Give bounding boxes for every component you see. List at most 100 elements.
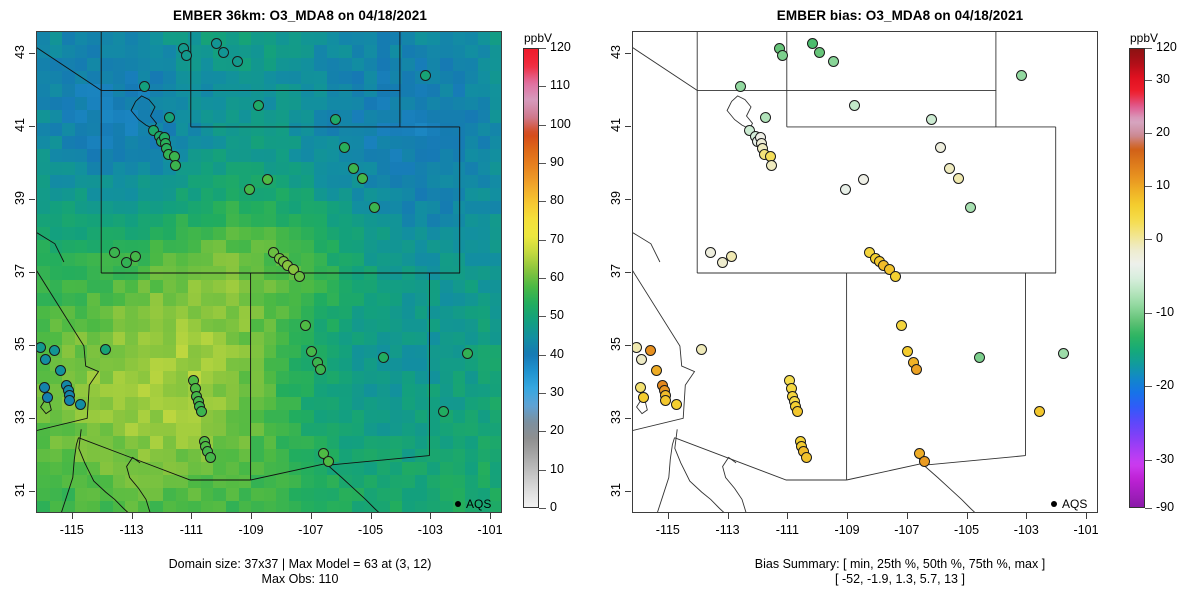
y-tick-label: 41 [13, 117, 27, 132]
x-tick-label: -107 [298, 523, 324, 537]
x-tick [191, 513, 193, 519]
aqs-site-marker [315, 364, 327, 376]
aqs-site-marker [288, 263, 300, 275]
y-tick [625, 272, 631, 273]
aqs-site-marker [41, 392, 53, 404]
y-tick-label: 39 [13, 191, 27, 205]
aqs-site-marker [130, 251, 142, 263]
panel-bias-title: EMBER bias: O3_MDA8 on 04/18/2021 [776, 8, 1024, 23]
aqs-site-marker [170, 159, 182, 171]
aqs-site-marker [261, 174, 273, 186]
colorbar-tick [539, 431, 546, 433]
aqs-site-marker [776, 50, 788, 62]
y-tick-label: 35 [13, 337, 27, 351]
aqs-site-marker [1033, 406, 1045, 418]
y-tick-label: 35 [609, 337, 623, 351]
x-tick-label: -109 [238, 523, 264, 537]
y-tick-label: 37 [13, 264, 27, 278]
aqs-site-marker [419, 70, 431, 82]
map-boundaries-bias [633, 32, 1057, 512]
aqs-site-marker [1057, 347, 1069, 359]
x-tick-label: -115 [59, 523, 84, 537]
caption-bias-line2: [ -52, -1.9, 1.3, 5.7, 13 ] [835, 572, 965, 586]
x-tick-label: -111 [775, 523, 799, 537]
aqs-site-marker [766, 159, 778, 171]
aqs-site-marker [195, 406, 207, 418]
aqs-site-marker [37, 342, 47, 354]
aqs-site-marker [944, 163, 956, 175]
aqs-site-marker [231, 55, 243, 67]
aqs-site-marker [800, 451, 812, 463]
aqs-site-marker [884, 263, 896, 275]
aqs-site-marker [637, 392, 649, 404]
y-tick [29, 491, 35, 493]
x-tick-label: -107 [894, 523, 920, 537]
y-tick [625, 52, 631, 54]
colorbar-tick-label: 120 [550, 40, 571, 54]
x-tick [310, 513, 312, 519]
aqs-site-marker [378, 351, 389, 363]
aqs-site-marker [827, 55, 839, 67]
y-tick [29, 418, 35, 420]
aqs-site-marker [635, 354, 647, 366]
x-tick [847, 513, 849, 519]
x-tick [71, 513, 73, 519]
aqs-site-marker [348, 163, 360, 175]
aqs-site-marker [670, 399, 682, 410]
aqs-site-marker [180, 50, 192, 62]
y-tick [29, 52, 35, 54]
panel-bias: EMBER bias: O3_MDA8 on 04/18/2021 -115 -1… [600, 0, 1200, 600]
colorbar-tick-label: 0 [550, 500, 557, 514]
x-tick [370, 513, 372, 519]
aqs-site-marker [791, 406, 803, 418]
colorbar-tick-label: -10 [1156, 304, 1175, 319]
aqs-site-marker [322, 455, 334, 467]
aqs-site-marker [49, 344, 61, 356]
colorbar-tick [539, 469, 546, 471]
aqs-site-marker [74, 399, 86, 410]
colorbar-tick [539, 48, 546, 49]
colorbar-bias [1129, 48, 1145, 508]
aqs-site-marker [918, 455, 930, 467]
y-tick-label: 43 [609, 44, 623, 59]
aqs-site-marker [437, 406, 449, 418]
colorbar-tick [1145, 386, 1152, 388]
y-tick-label: 43 [13, 44, 27, 59]
aqs-site-marker [633, 342, 643, 354]
legend-model-label: AQS [466, 497, 492, 511]
colorbar-tick-label: 80 [550, 193, 564, 208]
colorbar-tick-label: 120 [1156, 40, 1177, 54]
aqs-dot-icon [455, 501, 461, 507]
colorbar-tick [539, 239, 546, 241]
x-tick-label: -101 [477, 523, 503, 537]
caption-model-line1: Domain size: 37x37 | Max Model = 63 at (… [168, 557, 432, 571]
aqs-dot-icon [1051, 501, 1057, 507]
map-boundaries-model [37, 32, 461, 512]
y-tick-label: 31 [13, 483, 27, 498]
aqs-site-marker [306, 346, 318, 357]
aqs-site-marker [300, 320, 312, 332]
colorbar-tick [1145, 133, 1152, 135]
colorbar-tick [539, 316, 546, 318]
x-tick [787, 513, 789, 519]
aqs-site-marker [357, 172, 369, 184]
x-tick-label: -111 [179, 523, 203, 537]
aqs-site-marker [64, 394, 76, 406]
colorbar-tick-label: 30 [1156, 72, 1170, 87]
colorbar-tick-label: 20 [550, 423, 564, 438]
colorbar-tick [539, 508, 546, 509]
aqs-site-marker [935, 141, 947, 153]
aqs-site-marker [717, 256, 729, 268]
map-plot-bias [632, 31, 1098, 513]
aqs-site-marker [696, 344, 708, 356]
aqs-site-marker [814, 46, 826, 58]
colorbar-model [523, 48, 539, 508]
y-tick [29, 345, 35, 347]
x-tick-label: -115 [655, 523, 680, 537]
colorbar-tick [539, 354, 546, 356]
aqs-site-marker [369, 201, 381, 213]
aqs-site-marker [645, 344, 657, 356]
aqs-site-marker [100, 344, 112, 356]
colorbar-tick-label: 70 [550, 231, 564, 246]
